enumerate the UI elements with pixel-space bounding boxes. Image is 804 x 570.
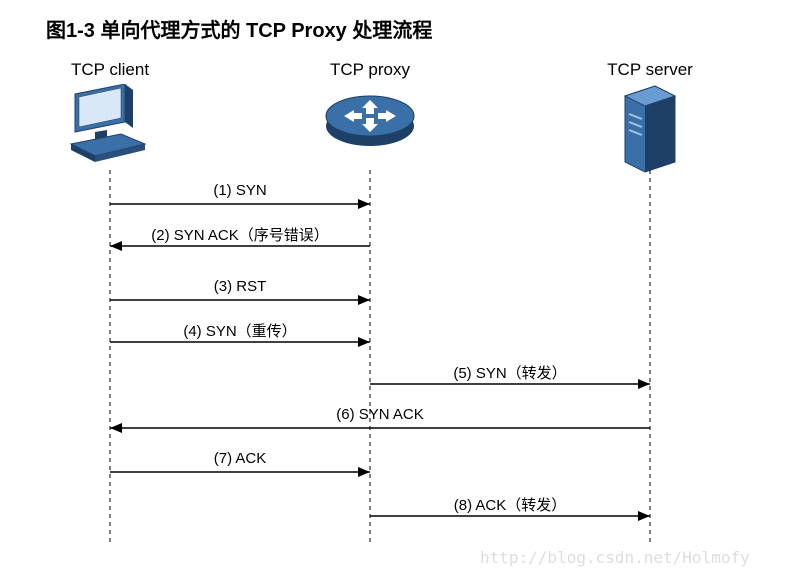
msg-label-3: (3) RST bbox=[110, 278, 370, 295]
msg-label-5: (5) SYN（转发） bbox=[370, 362, 650, 383]
msg-label-4: (4) SYN（重传） bbox=[110, 320, 370, 341]
watermark-text: http://blog.csdn.net/Holmofy bbox=[480, 548, 750, 567]
msg-label-2: (2) SYN ACK（序号错误） bbox=[110, 224, 370, 245]
msg-label-6: (6) SYN ACK bbox=[110, 406, 650, 423]
msg-label-7: (7) ACK bbox=[110, 450, 370, 467]
msg-label-8: (8) ACK（转发） bbox=[370, 494, 650, 515]
msg-label-1: (1) SYN bbox=[110, 182, 370, 199]
